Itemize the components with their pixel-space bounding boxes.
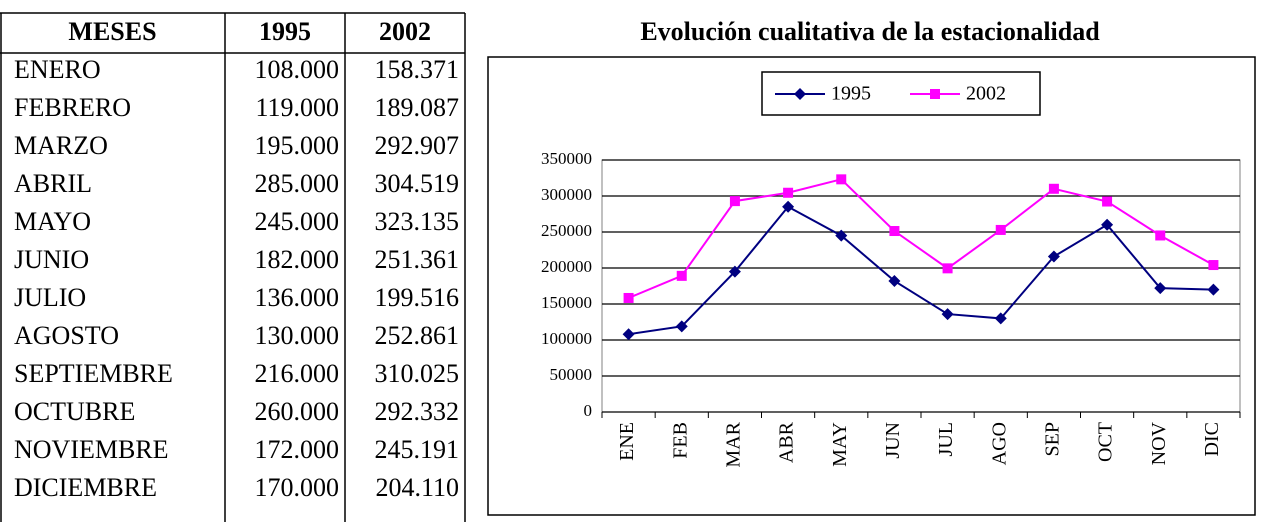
table-cell: SEPTIEMBRE bbox=[14, 359, 173, 388]
table-cell: 285.000 bbox=[255, 169, 340, 198]
plot-area bbox=[601, 159, 1241, 413]
x-tick-label: ABR bbox=[776, 421, 798, 463]
marker bbox=[675, 320, 688, 333]
table-cell: 245.000 bbox=[255, 207, 340, 236]
y-tick-label: 350000 bbox=[541, 149, 592, 168]
table-header: 2002 bbox=[379, 17, 431, 46]
table-cell: MARZO bbox=[14, 131, 108, 160]
chart-frame bbox=[487, 56, 1256, 516]
table-cell: 136.000 bbox=[255, 283, 340, 312]
table-cell: JUNIO bbox=[14, 245, 89, 274]
marker bbox=[676, 270, 687, 281]
table-cell: OCTUBRE bbox=[14, 397, 135, 426]
marker bbox=[622, 328, 635, 341]
table-cell: 245.191 bbox=[375, 435, 460, 464]
table-cell: ENERO bbox=[14, 55, 101, 84]
marker bbox=[729, 196, 740, 207]
marker bbox=[728, 265, 741, 278]
y-tick-label: 100000 bbox=[541, 329, 592, 348]
table-cell: 260.000 bbox=[255, 397, 340, 426]
table-cell: 292.332 bbox=[375, 397, 460, 426]
marker bbox=[1208, 260, 1219, 271]
table-cell: AGOSTO bbox=[14, 321, 119, 350]
table-cell: NOVIEMBRE bbox=[14, 435, 169, 464]
table-cell: MAYO bbox=[14, 207, 91, 236]
table-cell: 251.361 bbox=[375, 245, 460, 274]
marker bbox=[995, 224, 1006, 235]
marker bbox=[941, 308, 954, 321]
chart-title: Evolución cualitativa de la estacionalid… bbox=[640, 17, 1100, 46]
y-tick-label: 0 bbox=[584, 401, 593, 420]
table-cell: 292.907 bbox=[375, 131, 460, 160]
table-cell: 172.000 bbox=[255, 435, 340, 464]
marker bbox=[782, 200, 795, 213]
table-cell: 189.087 bbox=[375, 93, 460, 122]
table-cell: 323.135 bbox=[375, 207, 460, 236]
marker bbox=[889, 226, 900, 237]
legend-label: 2002 bbox=[966, 83, 1006, 105]
legend-label: 1995 bbox=[831, 83, 871, 105]
y-tick-label: 300000 bbox=[541, 185, 592, 204]
table-cell: 310.025 bbox=[375, 359, 460, 388]
table-header: 1995 bbox=[259, 17, 311, 46]
series-line bbox=[628, 205, 1214, 336]
x-tick-label: OCT bbox=[1095, 422, 1117, 462]
marker bbox=[1207, 283, 1220, 296]
x-tick-label: AGO bbox=[988, 422, 1010, 465]
y-tick-label: 150000 bbox=[541, 293, 592, 312]
table-cell: JULIO bbox=[14, 283, 86, 312]
marker bbox=[1047, 250, 1060, 263]
legend-marker bbox=[930, 89, 940, 99]
legend-marker bbox=[794, 88, 806, 100]
table-cell: 204.110 bbox=[375, 473, 459, 502]
table-cell: 182.000 bbox=[255, 245, 340, 274]
table-cell: 119.000 bbox=[255, 93, 339, 122]
marker bbox=[783, 187, 794, 198]
marker bbox=[1154, 282, 1167, 295]
x-tick-label: SEP bbox=[1042, 422, 1064, 456]
table-cell: 130.000 bbox=[255, 321, 340, 350]
y-tick-label: 250000 bbox=[541, 221, 592, 240]
x-tick-label: ENE bbox=[616, 422, 638, 461]
x-tick-label: FEB bbox=[669, 422, 691, 459]
table-cell: 108.000 bbox=[255, 55, 340, 84]
marker bbox=[1101, 218, 1114, 231]
x-tick-label: JUN bbox=[882, 422, 904, 459]
marker bbox=[1048, 183, 1059, 194]
marker bbox=[994, 312, 1007, 325]
marker bbox=[888, 274, 901, 287]
marker bbox=[623, 292, 634, 303]
y-tick-label: 200000 bbox=[541, 257, 592, 276]
x-tick-label: NOV bbox=[1148, 421, 1170, 465]
x-tick-label: DIC bbox=[1201, 422, 1223, 456]
table-cell: 170.000 bbox=[255, 473, 340, 502]
marker bbox=[836, 174, 847, 185]
table-cell: 216.000 bbox=[255, 359, 340, 388]
table-cell: 199.516 bbox=[375, 283, 460, 312]
series-line bbox=[628, 178, 1214, 299]
marker bbox=[1102, 196, 1113, 207]
marker bbox=[835, 229, 848, 242]
x-tick-label: JUL bbox=[935, 422, 957, 456]
marker bbox=[942, 263, 953, 274]
table-cell: 195.000 bbox=[255, 131, 340, 160]
table-cell: 304.519 bbox=[375, 169, 460, 198]
x-tick-label: MAY bbox=[829, 422, 851, 467]
y-tick-label: 50000 bbox=[550, 365, 593, 384]
marker bbox=[1155, 230, 1166, 241]
table-cell: 158.371 bbox=[375, 55, 460, 84]
table-cell: 252.861 bbox=[375, 321, 460, 350]
table-cell: ABRIL bbox=[14, 169, 92, 198]
table-cell: DICIEMBRE bbox=[14, 473, 157, 502]
table-cell: FEBRERO bbox=[14, 93, 131, 122]
table-header: MESES bbox=[68, 17, 156, 46]
x-tick-label: MAR bbox=[723, 421, 745, 467]
